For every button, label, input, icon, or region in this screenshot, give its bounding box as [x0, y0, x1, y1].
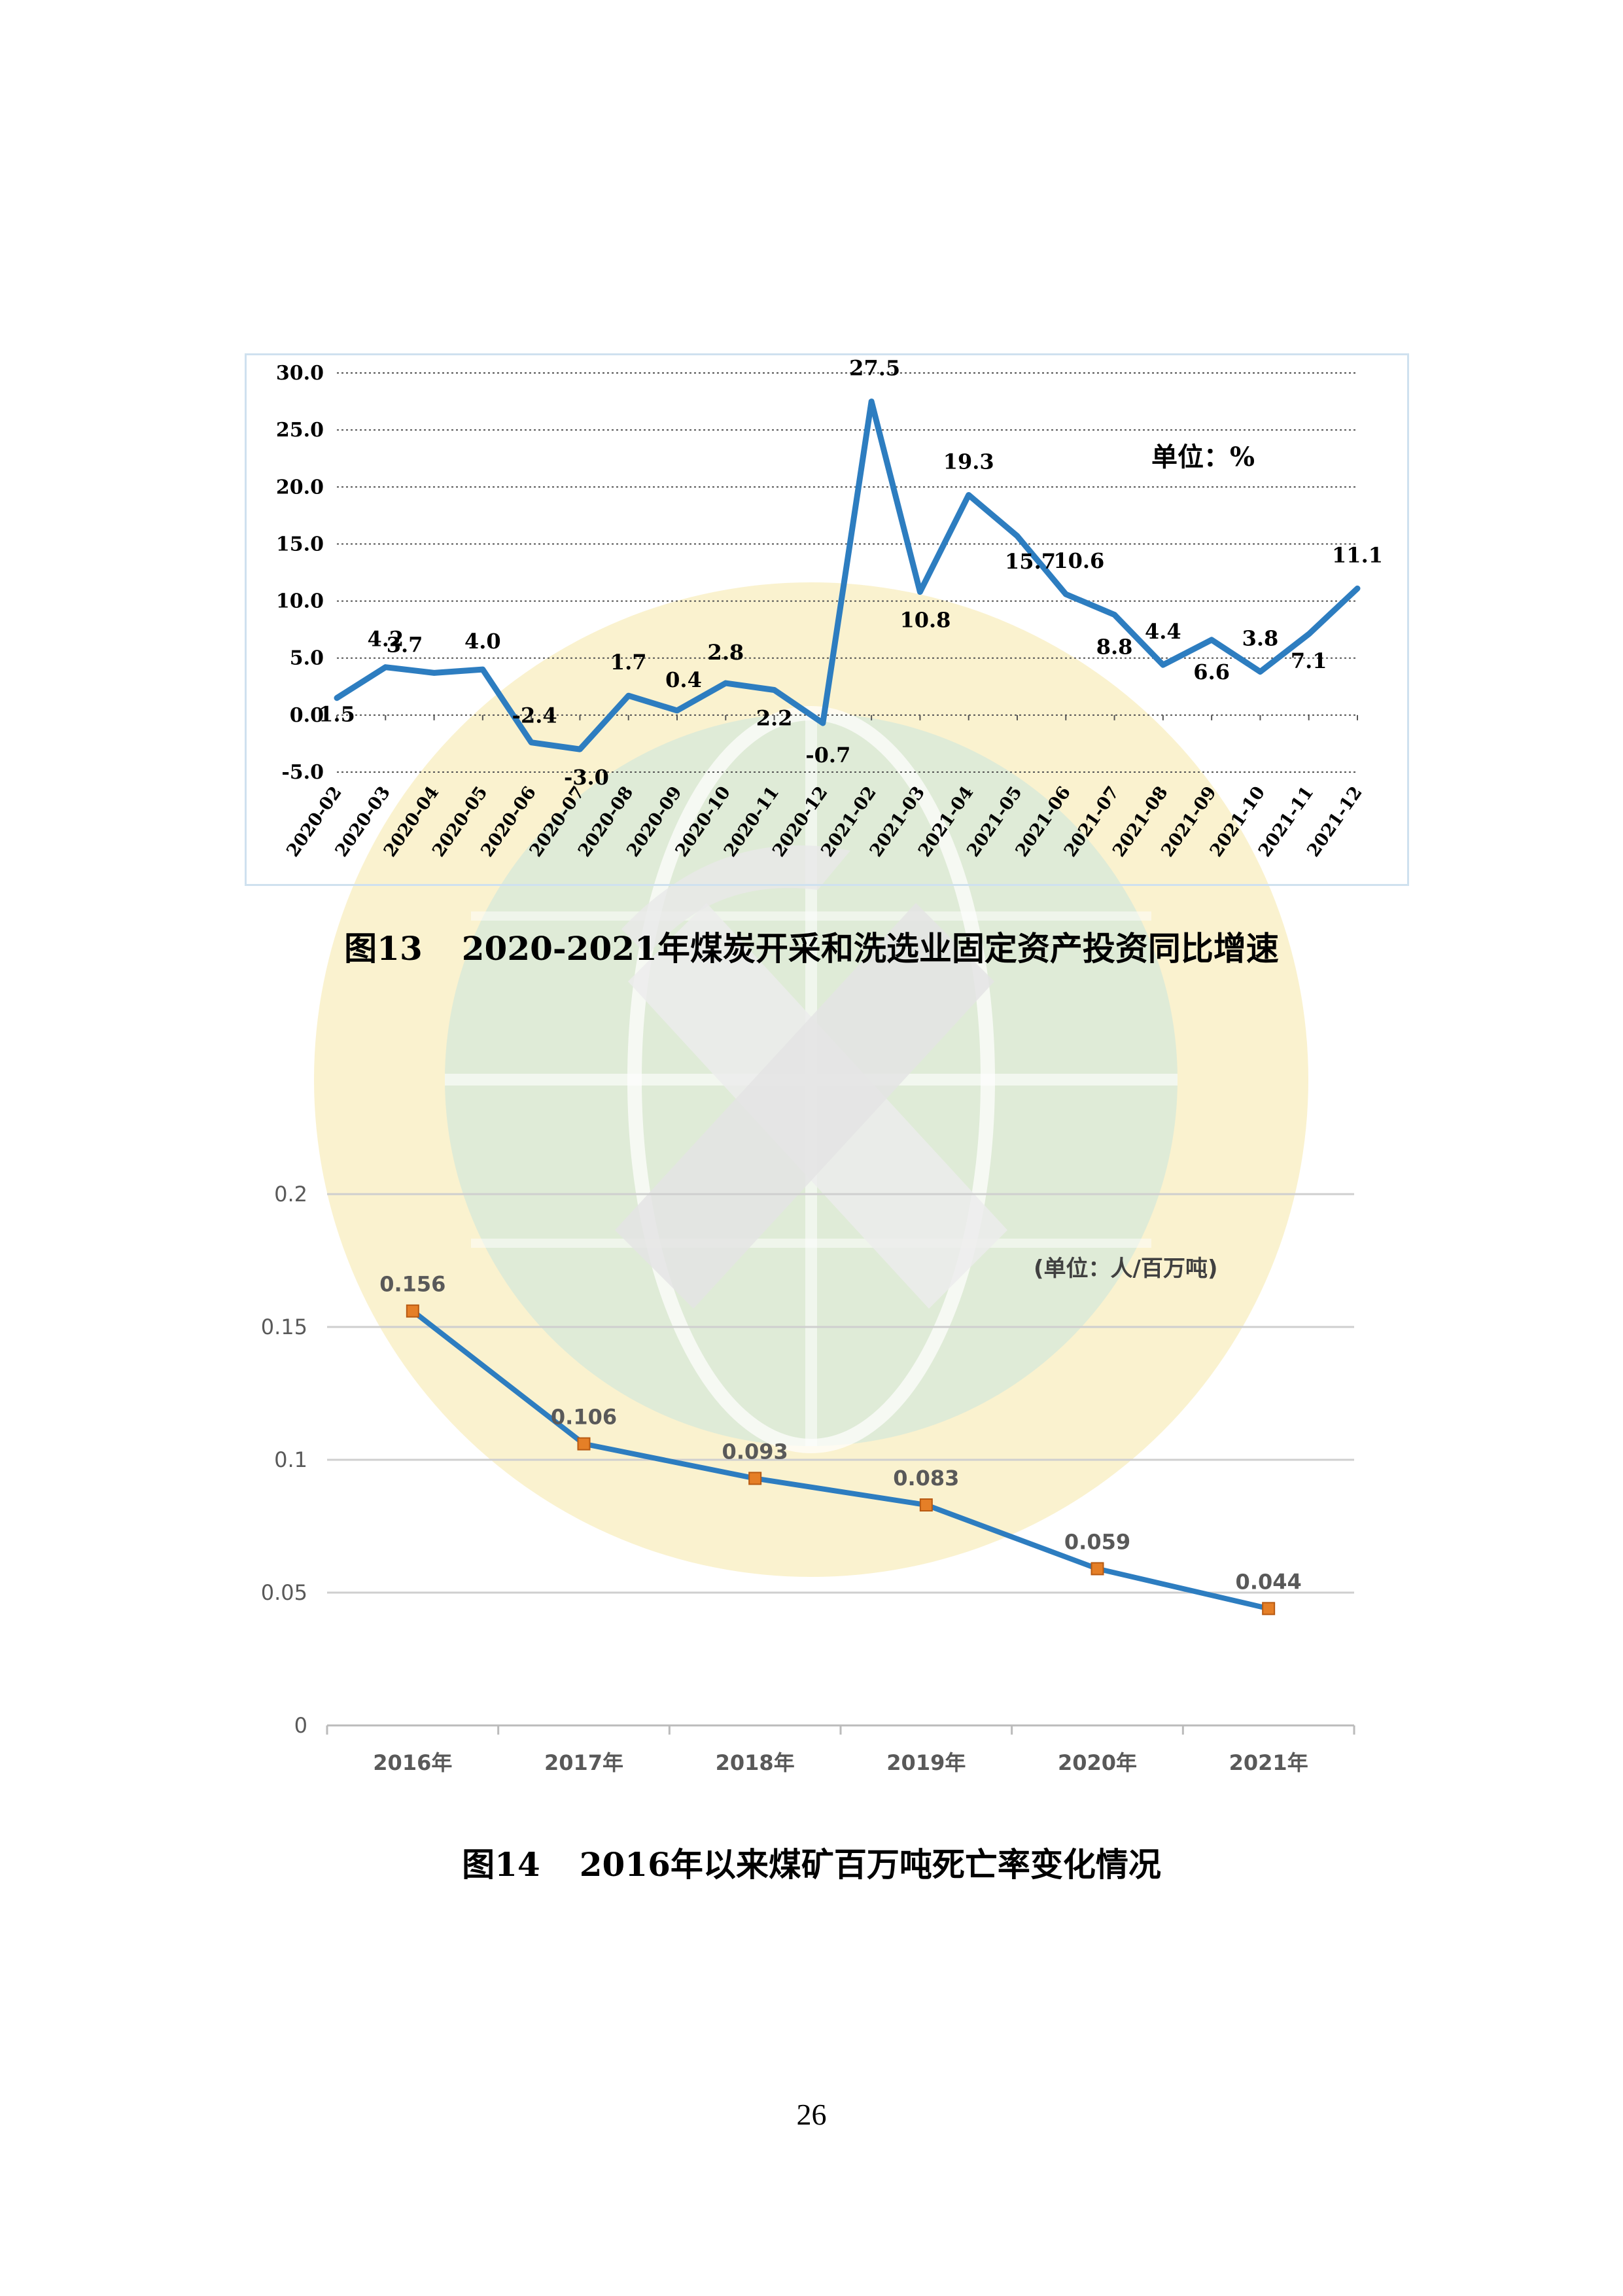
chart14-data-label: 0.156 [379, 1272, 445, 1297]
chart13-data-point [1257, 669, 1263, 675]
page-number: 26 [796, 2098, 827, 2131]
chart13-data-label: 6.6 [1193, 660, 1230, 684]
chart13-data-label: -2.4 [512, 703, 557, 728]
chart13-data-point [723, 680, 729, 686]
chart13-data-label: 10.6 [1053, 548, 1104, 573]
chart14-y-tick-label: 0.15 [261, 1315, 307, 1339]
chart13-data-point [625, 693, 631, 699]
chart13-data-point [383, 664, 389, 670]
chart13-data-point [869, 398, 875, 404]
chart13-data-label: -3.0 [564, 765, 609, 790]
chart14-y-tick-label: 0 [294, 1713, 307, 1738]
chart14-data-label: 0.093 [722, 1439, 788, 1464]
chart14-data-label: 0.059 [1064, 1529, 1130, 1554]
chart13-data-point [334, 695, 340, 701]
chart13-data-point [431, 670, 437, 676]
figure14-caption: 图14 2016年以来煤矿百万吨死亡率变化情况 [0, 1839, 1623, 1886]
figure14-title: 2016年以来煤矿百万吨死亡率变化情况 [579, 1845, 1161, 1884]
chart13-data-point [966, 492, 971, 498]
chart14-data-label: 0.044 [1236, 1569, 1302, 1594]
chart13-series-line [334, 398, 1361, 752]
chart13-y-tick-label: 15.0 [276, 533, 324, 556]
chart14-data-label: 0.106 [551, 1405, 617, 1430]
chart13-data-point [1306, 631, 1312, 637]
chart13-y-tick-label: 5.0 [290, 647, 324, 670]
chart13-data-point [1355, 586, 1360, 592]
chart13-y-tick-label: 10.0 [276, 590, 324, 613]
chart13-data-point [529, 739, 534, 745]
chart13-data-label: 4.4 [1145, 619, 1181, 644]
chart13-data-label: 11.1 [1332, 542, 1383, 567]
chart14-data-marker [1262, 1602, 1276, 1616]
chart13-data-point [917, 589, 923, 595]
chart14-x-tick-label: 2016年 [373, 1750, 452, 1775]
chart13-data-label: 3.8 [1242, 626, 1279, 651]
chart13-data-point [771, 687, 777, 693]
chart13-data-point [674, 707, 680, 713]
chart13-data-label: 2.8 [707, 640, 744, 665]
chart14-x-tick-label: 2018年 [716, 1750, 795, 1775]
chart13-y-tick-label: 20.0 [276, 476, 324, 499]
chart13-data-label: 19.3 [943, 449, 994, 474]
chart14-y-tick-label: 0.2 [274, 1182, 307, 1207]
chart14-y-tick-label: 0.05 [261, 1580, 307, 1605]
chart13-data-label: 0.4 [665, 667, 702, 692]
chart13-data-label: 7.1 [1291, 648, 1327, 673]
chart13-data-point [480, 667, 485, 673]
figure13-title: 2020-2021年煤炭开采和洗选业固定资产投资同比增速 [461, 929, 1279, 968]
chart14-x-tick-label: 2019年 [886, 1750, 966, 1775]
chart13-data-label: -0.7 [805, 743, 850, 768]
figure13-caption: 图13 2020-2021年煤炭开采和洗选业固定资产投资同比增速 [0, 923, 1623, 970]
chart14-series-line [410, 1308, 1272, 1612]
chart13-data-label: 4.2 [367, 627, 404, 652]
chart13-data-point [577, 747, 583, 752]
chart13-data-label: 4.0 [464, 629, 501, 654]
chart13-data-point [1111, 612, 1117, 618]
chart13-frame [245, 353, 1409, 886]
chart13-data-point [1063, 592, 1069, 597]
chart13-data-label: 2.2 [756, 706, 793, 731]
chart13-data-point [820, 720, 826, 726]
chart14-y-tick-label: 0.1 [274, 1447, 307, 1472]
chart14-x-tick-label: 2021年 [1229, 1750, 1308, 1775]
chart13-y-tick-label: 30.0 [276, 362, 324, 385]
figure14-number: 图14 [462, 1845, 540, 1884]
chart13-data-label: 27.5 [849, 356, 900, 381]
chart13-y-tick-label: 25.0 [276, 419, 324, 442]
chart13-y-tick-label: -5.0 [281, 761, 324, 784]
chart13-data-point [1160, 662, 1166, 668]
chart14-x-tick-label: 2020年 [1058, 1750, 1137, 1775]
chart13-data-point [1209, 637, 1215, 643]
chart14-data-marker [919, 1498, 933, 1512]
chart13-data-point [1015, 533, 1020, 539]
chart14-data-marker [406, 1304, 419, 1318]
chart13-data-label: 3.7 [387, 632, 423, 657]
chart14-data-marker [577, 1437, 591, 1451]
chart14-data-label: 0.083 [893, 1466, 959, 1491]
chart13-unit-note: 单位：% [1151, 442, 1255, 472]
chart13-data-label: 8.8 [1096, 634, 1133, 659]
chart13-y-tick-label: 0.0 [290, 704, 324, 727]
figure13-number: 图13 [344, 929, 423, 968]
chart13-data-label: 10.8 [899, 608, 951, 633]
chart14-x-tick-label: 2017年 [544, 1750, 623, 1775]
chart14-unit-note: (单位：人/百万吨) [1034, 1256, 1218, 1282]
chart13-data-label: 1.5 [319, 702, 355, 727]
chart13-data-label: 15.7 [1005, 549, 1056, 574]
chart13-data-label: 1.7 [610, 650, 647, 675]
chart14-data-marker [748, 1472, 762, 1485]
chart14-data-marker [1091, 1562, 1104, 1576]
